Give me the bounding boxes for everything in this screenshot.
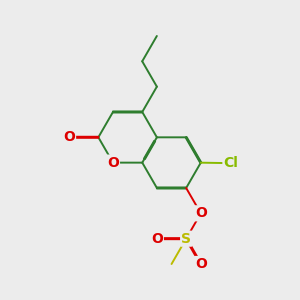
Text: O: O [63, 130, 75, 144]
Text: S: S [181, 232, 191, 246]
Text: O: O [151, 232, 163, 246]
Text: O: O [195, 257, 207, 271]
Text: O: O [107, 156, 119, 170]
Text: O: O [195, 206, 207, 220]
Text: Cl: Cl [224, 156, 238, 170]
